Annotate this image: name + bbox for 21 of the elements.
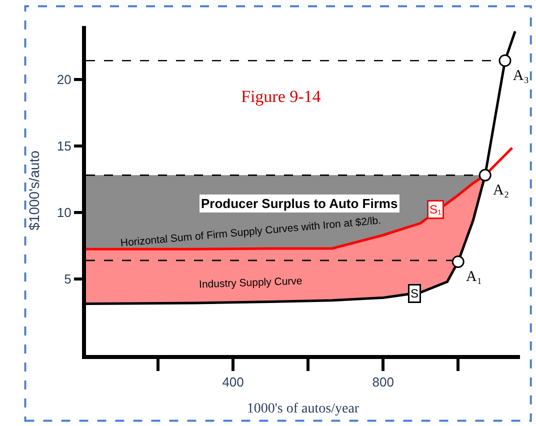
y-tick-label: 15 bbox=[56, 138, 72, 154]
x-tick-label: 400 bbox=[222, 374, 244, 390]
y-tick-label: 5 bbox=[64, 272, 72, 287]
annotation: S₁ bbox=[430, 202, 442, 216]
x-axis-title: 1000's of autos/year bbox=[246, 401, 360, 416]
y-axis-title: $1000's/auto bbox=[26, 150, 42, 230]
point bbox=[452, 256, 464, 268]
point bbox=[498, 54, 512, 67]
data-label: A₁ bbox=[466, 268, 482, 285]
annotation: S bbox=[410, 286, 419, 300]
line-series bbox=[86, 146, 514, 250]
annotation: Figure 9-14 bbox=[241, 87, 322, 106]
data-label: A₃ bbox=[512, 68, 529, 84]
annotation: Producer Surplus to Auto Firms bbox=[201, 196, 398, 211]
annotation: Industry Supply Curve bbox=[198, 275, 303, 291]
y-tick-label: 20 bbox=[56, 72, 72, 87]
x-tick-label: 800 bbox=[372, 374, 394, 390]
data-label: A₂ bbox=[492, 182, 510, 198]
point bbox=[478, 168, 492, 182]
annotation: Horizontal Sum of Firm Supply Curves with Iron at $2/lb. bbox=[120, 214, 382, 250]
y-tick-label: 10 bbox=[56, 205, 72, 220]
